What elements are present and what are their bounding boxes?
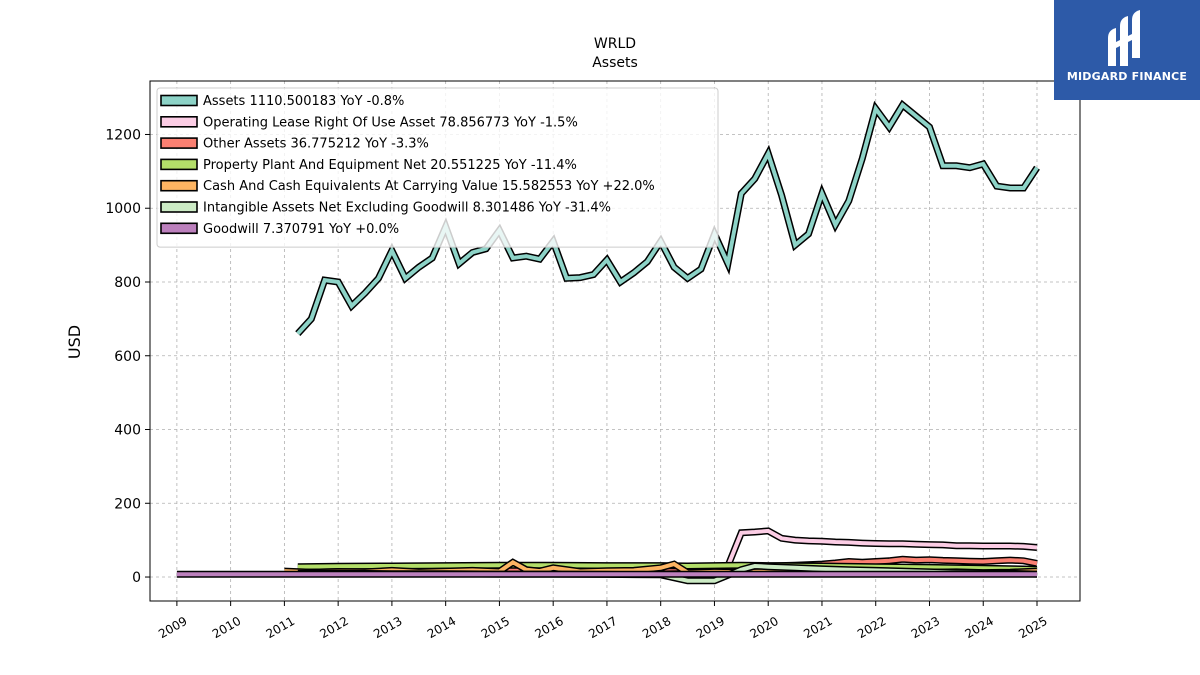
y-tick-label: 600 [114, 349, 141, 365]
y-tick-label: 200 [114, 496, 141, 512]
x-tick-label: 2015 [479, 614, 512, 641]
x-tick-label: 2018 [640, 614, 673, 641]
logo: MIDGARD FINANCE [1054, 0, 1200, 100]
series-line-1 [726, 528, 1038, 567]
x-tick-label: 2022 [855, 614, 888, 641]
y-tick-label: 1000 [105, 201, 141, 217]
chart-subtitle: Assets [592, 55, 638, 71]
y-axis-label: USD [65, 325, 84, 359]
x-tick-label: 2009 [156, 614, 189, 641]
chart-title: WRLD [594, 36, 636, 52]
legend-swatch [160, 222, 198, 235]
x-tick-label: 2024 [963, 614, 996, 641]
legend-swatch [160, 94, 198, 107]
legend-frame [156, 87, 719, 248]
x-tick-label: 2014 [425, 614, 458, 641]
x-tick-label: 2019 [694, 614, 727, 641]
x-tick-label: 2010 [210, 614, 243, 641]
x-tick-label: 2016 [532, 614, 565, 641]
legend-label: Property Plant And Equipment Net 20.5512… [203, 158, 577, 173]
legend-swatch [160, 201, 198, 213]
legend: Assets 1110.500183 YoY -0.8% Operating Le… [156, 87, 719, 248]
x-tick-label: 2012 [317, 614, 350, 641]
series-layer [176, 99, 1040, 585]
x-tick-label: 2013 [371, 614, 404, 641]
logo-text: MIDGARD FINANCE [1066, 70, 1188, 83]
y-axis: 0 200 400 600 800 1000 1200 [105, 127, 150, 586]
x-tick-label: 2017 [586, 614, 619, 641]
legend-label: Intangible Assets Net Excluding Goodwill… [203, 201, 611, 216]
series-line-3 [297, 563, 1038, 572]
x-tick-label: 2025 [1016, 614, 1049, 641]
y-tick-label: 400 [114, 423, 141, 439]
x-tick-label: 2020 [747, 614, 780, 641]
legend-swatch [160, 179, 198, 192]
legend-swatch [160, 116, 198, 128]
series-line-0 [296, 101, 1039, 335]
y-tick-label: 800 [114, 275, 141, 291]
logo-mark-icon [1108, 10, 1140, 66]
y-tick-label: 0 [132, 570, 141, 586]
legend-label: Operating Lease Right Of Use Asset 78.85… [203, 115, 578, 130]
x-tick-label: 2023 [909, 614, 942, 641]
plot-frame [149, 80, 1081, 602]
legend-swatch [160, 158, 198, 171]
legend-swatch [160, 137, 198, 149]
legend-label: Cash And Cash Equivalents At Carrying Va… [203, 179, 655, 194]
y-tick-label: 1200 [105, 127, 141, 143]
x-tick-label: 2021 [801, 614, 834, 641]
legend-label: Assets 1110.500183 YoY -0.8% [203, 94, 404, 109]
x-axis: 2009 2010 2011 2012 2013 2014 2015 2016 2017 2018… [156, 601, 1050, 641]
x-tick-label: 2011 [264, 614, 297, 641]
legend-label: Goodwill 7.370791 YoY +0.0% [203, 222, 399, 237]
legend-label: Other Assets 36.775212 YoY -3.3% [203, 137, 429, 152]
